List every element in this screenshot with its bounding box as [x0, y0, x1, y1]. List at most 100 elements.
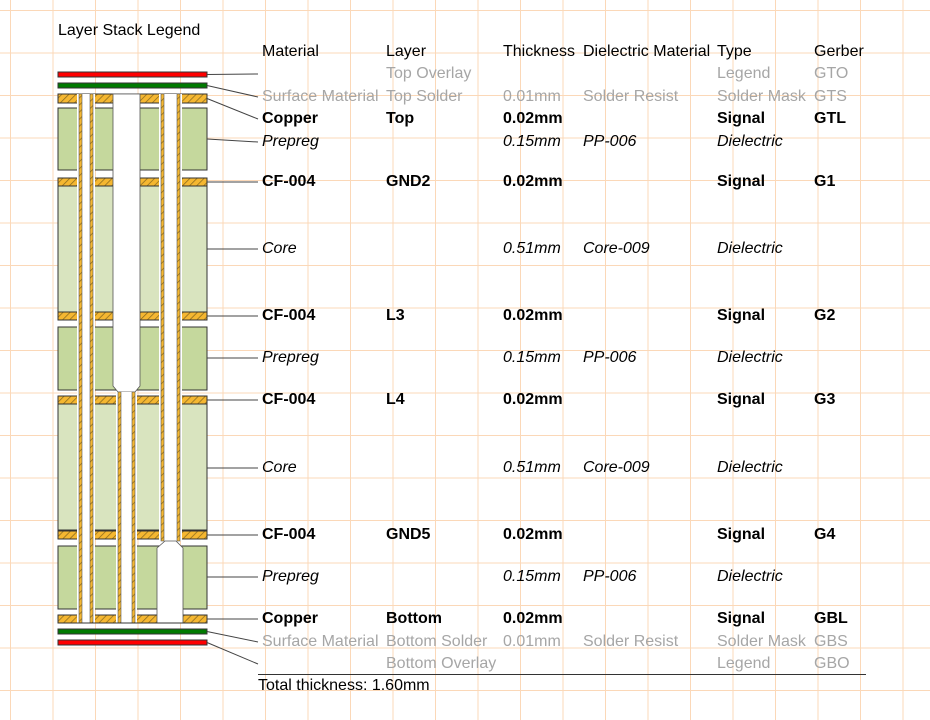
table-row: Bottom Overlay Legend GBO: [0, 654, 930, 674]
cell-type: Legend: [717, 655, 771, 672]
cell-thickness: 0.01mm: [503, 88, 561, 105]
cell-thickness: 0.15mm: [503, 568, 561, 585]
cell-type: Solder Mask: [717, 633, 806, 650]
cell-type: Dielectric: [717, 349, 783, 366]
table-row: Top Overlay Legend GTO: [0, 64, 930, 84]
total-thickness: Total thickness: 1.60mm: [258, 677, 430, 694]
via-upper-clearance: [159, 94, 182, 541]
cell-type: Dielectric: [717, 568, 783, 585]
cell-type: Signal: [717, 110, 766, 127]
via-upper-wall: [176, 93, 181, 542]
cell-material: Copper: [262, 110, 318, 127]
header-dielectric-material: Dielectric Material: [583, 43, 711, 60]
table-row: Core 0.51mm Core-009 Dielectric: [0, 239, 930, 259]
cell-layer: Bottom: [386, 610, 442, 627]
header-type: Type: [717, 43, 752, 60]
cell-layer: Top Overlay: [386, 65, 472, 82]
cell-gerber: GBO: [814, 655, 850, 672]
cell-layer: Bottom Solder: [386, 633, 488, 650]
cell-material: Surface Material: [262, 633, 379, 650]
cell-gerber: G2: [814, 307, 836, 324]
cell-gerber: GTL: [814, 110, 846, 127]
leader-line: [206, 642, 259, 665]
leader-line: [206, 73, 259, 75]
cell-type: Signal: [717, 526, 766, 543]
table-row: CF-004 L4 0.02mm Signal G3: [0, 390, 930, 410]
cell-layer: Bottom Overlay: [386, 655, 497, 672]
cell-material: Copper: [262, 610, 318, 627]
table-row: Surface Material Top Solder 0.01mm Solder R…: [0, 87, 930, 107]
via-lower-wall: [131, 391, 136, 624]
cell-type: Legend: [717, 65, 771, 82]
cell-thickness: 0.02mm: [503, 610, 563, 627]
cell-type: Dielectric: [717, 133, 783, 150]
cell-layer: L4: [386, 391, 405, 408]
table-row: Core 0.51mm Core-009 Dielectric: [0, 458, 930, 478]
cell-type: Signal: [717, 610, 766, 627]
via-upper-wall: [160, 93, 165, 542]
cell-thickness: 0.02mm: [503, 110, 563, 127]
table-row: Copper Bottom 0.02mm Signal GBL: [0, 609, 930, 629]
cell-dielectric-material: PP-006: [583, 568, 637, 585]
cell-gerber: GTO: [814, 65, 849, 82]
table-row: CF-004 GND2 0.02mm Signal G1: [0, 172, 930, 192]
table-row: Prepreg 0.15mm PP-006 Dielectric: [0, 132, 930, 152]
cell-type: Dielectric: [717, 240, 783, 257]
table-row: Copper Top 0.02mm Signal GTL: [0, 109, 930, 129]
cell-gerber: GTS: [814, 88, 847, 105]
total-separator: [258, 674, 866, 675]
cell-thickness: 0.02mm: [503, 391, 563, 408]
cell-material: Surface Material: [262, 88, 379, 105]
cell-thickness: 0.02mm: [503, 173, 563, 190]
cell-material: Prepreg: [262, 568, 319, 585]
cell-dielectric-material: Solder Resist: [583, 88, 679, 105]
table-row: Surface Material Bottom Solder 0.01mm Solde…: [0, 632, 930, 652]
cell-layer: L3: [386, 307, 405, 324]
leader-line: [206, 85, 259, 98]
cell-dielectric-material: Core-009: [583, 459, 650, 476]
cell-material: Core: [262, 240, 297, 257]
cell-thickness: 0.02mm: [503, 526, 563, 543]
table-row: CF-004 L3 0.02mm Signal G2: [0, 306, 930, 326]
header-layer: Layer: [386, 43, 427, 60]
cell-dielectric-material: PP-006: [583, 133, 637, 150]
leader-line: [206, 98, 259, 120]
cell-thickness: 0.51mm: [503, 459, 561, 476]
cell-dielectric-material: Core-009: [583, 240, 650, 257]
table-header: Material Layer Thickness Dielectric Materia…: [0, 42, 930, 62]
cell-material: CF-004: [262, 307, 316, 324]
cell-gerber: GBS: [814, 633, 848, 650]
via-lower-wall: [117, 391, 122, 624]
cell-material: CF-004: [262, 391, 316, 408]
leader-line: [206, 138, 259, 143]
cell-layer: Top: [386, 110, 415, 127]
cell-type: Dielectric: [717, 459, 783, 476]
cell-gerber: G3: [814, 391, 836, 408]
legend-title: Layer Stack Legend: [58, 22, 201, 39]
header-gerber: Gerber: [814, 43, 864, 60]
table-row: CF-004 GND5 0.02mm Signal G4: [0, 525, 930, 545]
cell-gerber: G4: [814, 526, 836, 543]
cell-thickness: 0.15mm: [503, 133, 561, 150]
cell-dielectric-material: Solder Resist: [583, 633, 679, 650]
cell-type: Signal: [717, 391, 766, 408]
cell-material: Prepreg: [262, 349, 319, 366]
cell-type: Signal: [717, 173, 766, 190]
cell-thickness: 0.15mm: [503, 349, 561, 366]
cell-layer: GND2: [386, 173, 431, 190]
cell-gerber: G1: [814, 173, 836, 190]
table-row: Prepreg 0.15mm PP-006 Dielectric: [0, 348, 930, 368]
table-row: Prepreg 0.15mm PP-006 Dielectric: [0, 567, 930, 587]
cell-type: Signal: [717, 307, 766, 324]
cell-type: Solder Mask: [717, 88, 806, 105]
leader-line: [206, 631, 259, 643]
header-thickness: Thickness: [503, 43, 576, 60]
cell-material: CF-004: [262, 526, 316, 543]
cell-thickness: 0.01mm: [503, 633, 561, 650]
cell-material: Prepreg: [262, 133, 319, 150]
header-material: Material: [262, 43, 319, 60]
cell-dielectric-material: PP-006: [583, 349, 637, 366]
cell-material: Core: [262, 459, 297, 476]
cell-material: CF-004: [262, 173, 316, 190]
